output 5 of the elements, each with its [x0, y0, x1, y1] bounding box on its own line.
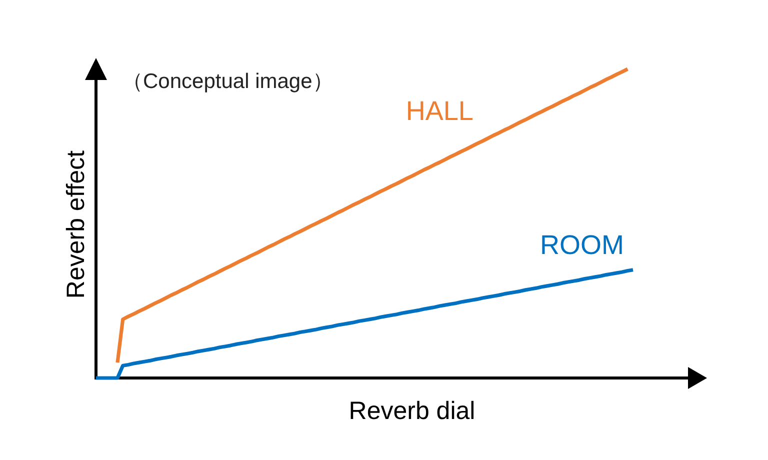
annotation: （Conceptual image）	[122, 70, 334, 93]
x-axis-title: Reverb dial	[348, 397, 476, 425]
series-label: HALL	[406, 96, 474, 126]
series-label: ROOM	[540, 230, 624, 260]
y-axis-title: Reverb effect	[62, 150, 90, 299]
